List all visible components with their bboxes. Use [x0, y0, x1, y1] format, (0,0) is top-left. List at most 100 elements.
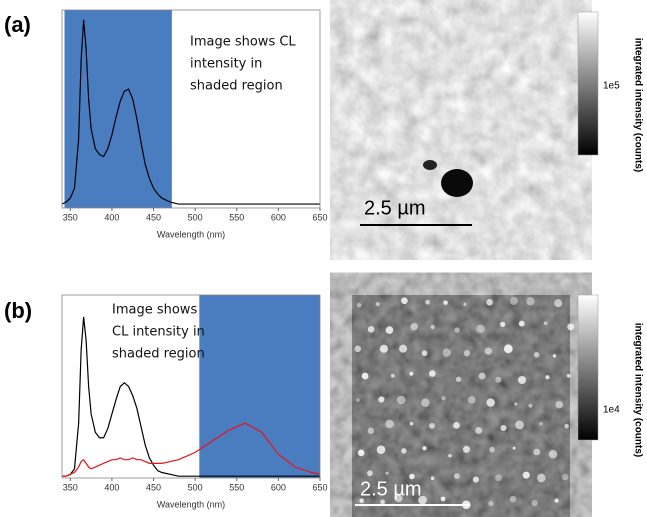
shaded-region — [199, 295, 320, 478]
annotation: shaded region — [112, 347, 205, 362]
bright-spot — [429, 423, 435, 429]
dark-defect — [441, 169, 473, 197]
bright-spot — [473, 477, 479, 483]
bright-spot — [513, 447, 516, 450]
colorbar-label: integrated intensity (counts) — [632, 323, 643, 457]
bright-spot — [464, 350, 470, 356]
annotation: Image shows CL — [190, 35, 296, 50]
bright-spot — [567, 323, 574, 330]
x-tick-label: 350 — [63, 212, 78, 222]
bright-spot — [479, 373, 486, 380]
colorbar — [578, 12, 598, 155]
bright-spot — [463, 446, 470, 453]
bright-spot — [518, 376, 526, 384]
x-tick-label: 550 — [229, 482, 244, 492]
bright-spot — [358, 450, 365, 457]
x-tick-label: 650 — [312, 212, 327, 222]
bright-spot — [495, 474, 502, 481]
panel-label: (a) — [4, 12, 31, 37]
bright-spot — [454, 473, 460, 479]
bright-spot — [533, 449, 540, 456]
bright-spot — [421, 399, 429, 407]
bright-spot — [401, 448, 407, 454]
bright-spot — [485, 347, 492, 354]
bright-spot — [441, 396, 445, 400]
figure: (a) (b) 2.5 µm 1e5 integrated intensity … — [0, 0, 647, 517]
bright-spot — [380, 345, 388, 353]
bright-spot — [401, 297, 408, 304]
bright-spot — [564, 424, 569, 429]
bright-spot — [539, 422, 542, 425]
x-tick-label: 500 — [188, 212, 203, 222]
bright-spot — [500, 425, 506, 431]
bright-spot — [386, 326, 394, 334]
x-tick-label: 400 — [104, 482, 119, 492]
scale-bar-label: 2.5 µm — [364, 197, 426, 219]
x-tick-label: 650 — [312, 482, 327, 492]
colorbar-label: integrated intensity (counts) — [632, 38, 643, 172]
bright-spot — [495, 377, 501, 383]
x-tick-label: 400 — [104, 212, 119, 222]
bright-spot — [562, 473, 569, 480]
bright-spot — [554, 499, 558, 503]
bright-spot — [362, 373, 369, 380]
bright-spot — [567, 374, 570, 377]
bright-spot — [376, 302, 380, 306]
bright-spot — [515, 421, 524, 430]
bright-spot — [368, 428, 374, 434]
bright-spot — [367, 470, 373, 476]
bright-spot — [386, 472, 389, 475]
bright-spot — [410, 323, 417, 330]
bright-spot — [443, 300, 448, 305]
colorbar-tick: 1e4 — [603, 405, 620, 416]
annotation: shaded region — [190, 79, 283, 94]
bright-spot — [378, 396, 384, 402]
bright-spot — [489, 447, 494, 452]
bright-spot — [399, 345, 407, 353]
x-tick-label: 600 — [271, 482, 286, 492]
x-tick-label: 550 — [229, 212, 244, 222]
bright-spot — [468, 396, 475, 403]
x-axis-label: Wavelength (nm) — [157, 229, 225, 239]
bright-spot — [476, 324, 485, 333]
x-tick-label: 500 — [188, 482, 203, 492]
bright-spot — [356, 398, 360, 402]
x-tick-label: 350 — [63, 482, 78, 492]
bright-spot — [456, 377, 461, 382]
bright-spot — [556, 401, 563, 408]
bright-spot — [429, 370, 436, 377]
bright-spot — [377, 445, 386, 454]
colorbar — [578, 295, 598, 440]
bright-spot — [425, 300, 430, 305]
scale-bar-label: 2.5 µm — [360, 478, 422, 500]
bright-spot — [409, 372, 413, 376]
bright-spot — [355, 346, 362, 353]
x-tick-label: 450 — [146, 212, 161, 222]
bright-spot — [397, 396, 406, 405]
bright-spot — [514, 402, 517, 405]
x-tick-label: 450 — [146, 482, 161, 492]
panel-label: (b) — [4, 298, 32, 323]
bright-spot — [486, 398, 494, 406]
bright-spot — [488, 501, 493, 506]
bright-spot — [391, 374, 395, 378]
bright-spot — [453, 422, 460, 429]
bright-spot — [549, 450, 558, 459]
bright-spot — [500, 322, 505, 327]
bright-spot — [410, 422, 414, 426]
bright-spot — [422, 350, 428, 356]
bright-spot — [454, 327, 459, 332]
bright-spot — [545, 375, 549, 379]
bright-spot — [448, 454, 451, 457]
bright-spot — [504, 344, 513, 353]
annotation: CL intensity in — [112, 325, 205, 340]
bright-spot — [442, 348, 451, 357]
bright-spot — [532, 500, 538, 506]
bright-spot — [523, 472, 530, 479]
bright-spot — [430, 325, 434, 329]
x-tick-label: 600 — [271, 212, 286, 222]
bright-spot — [528, 404, 532, 408]
bright-spot — [510, 496, 517, 503]
bright-spot — [463, 303, 466, 306]
bright-spot — [553, 354, 556, 357]
